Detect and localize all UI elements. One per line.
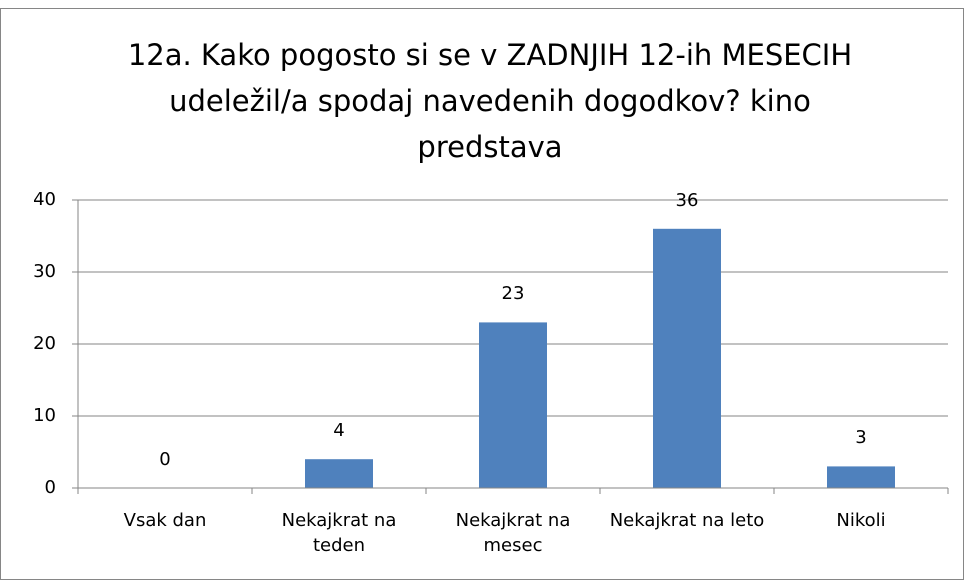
x-tick-label: Nikoli [836,510,886,531]
y-tick-label: 40 [33,189,56,210]
data-label: 23 [501,283,525,305]
bar [305,459,373,488]
y-tick-label: 10 [33,405,56,426]
bar [653,228,721,489]
x-tick-label: Nekajkrat na leto [609,510,765,531]
chart-title: 12a. Kako pogosto si se v ZADNJIH 12-ih … [127,38,853,164]
data-label: 3 [855,427,867,449]
x-tick-label: Nekajkrat na teden [281,510,397,556]
data-label: 4 [333,420,345,442]
bar [827,466,895,488]
bar [479,322,547,488]
x-tick-label: Nekajkrat na mesec [455,510,571,556]
y-tick-label: 0 [44,477,56,498]
y-tick-label: 20 [33,333,56,354]
chart-border [0,8,964,580]
x-tick-label: Vsak dan [123,510,207,531]
y-tick-label: 30 [33,261,56,282]
data-label: 0 [159,449,171,470]
data-label: 36 [675,189,699,211]
